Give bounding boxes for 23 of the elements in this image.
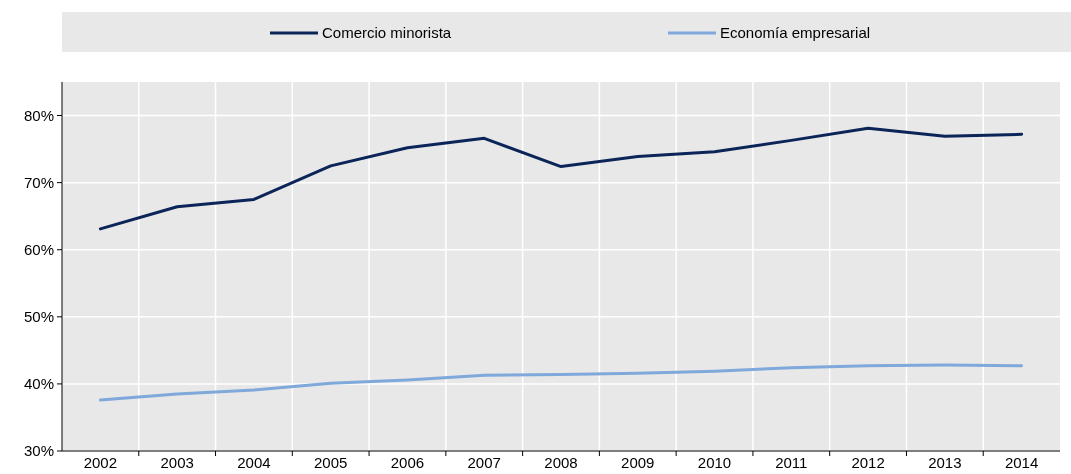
y-tick-label: 30% xyxy=(23,442,54,460)
x-tick-label: 2013 xyxy=(928,454,962,471)
x-tick-label: 2010 xyxy=(697,454,732,471)
x-tick-label: 2009 xyxy=(621,454,655,471)
line-series xyxy=(98,126,1024,231)
x-tick-label: 2005 xyxy=(314,454,348,471)
x-tick-label: 2006 xyxy=(390,454,425,471)
legend-label: Comercio minorista xyxy=(322,24,452,41)
x-tick-label: 2004 xyxy=(237,454,271,471)
line-series xyxy=(98,363,1024,402)
legend-label: Economía empresarial xyxy=(720,24,871,41)
y-tick-label: 80% xyxy=(23,106,54,124)
y-tick-label: 60% xyxy=(23,240,54,258)
y-tick-label: 40% xyxy=(23,375,54,393)
y-tick-label: 70% xyxy=(23,173,54,191)
x-tick-label: 2011 xyxy=(775,454,808,471)
x-tick-label: 2012 xyxy=(851,454,885,471)
x-tick-label: 2007 xyxy=(467,454,501,471)
x-tick-label: 2003 xyxy=(160,454,194,471)
x-tick-label: 2008 xyxy=(544,454,578,471)
x-tick-label: 2002 xyxy=(83,454,118,471)
y-tick-label: 50% xyxy=(23,308,54,326)
x-tick-label: 2014 xyxy=(1004,454,1039,471)
